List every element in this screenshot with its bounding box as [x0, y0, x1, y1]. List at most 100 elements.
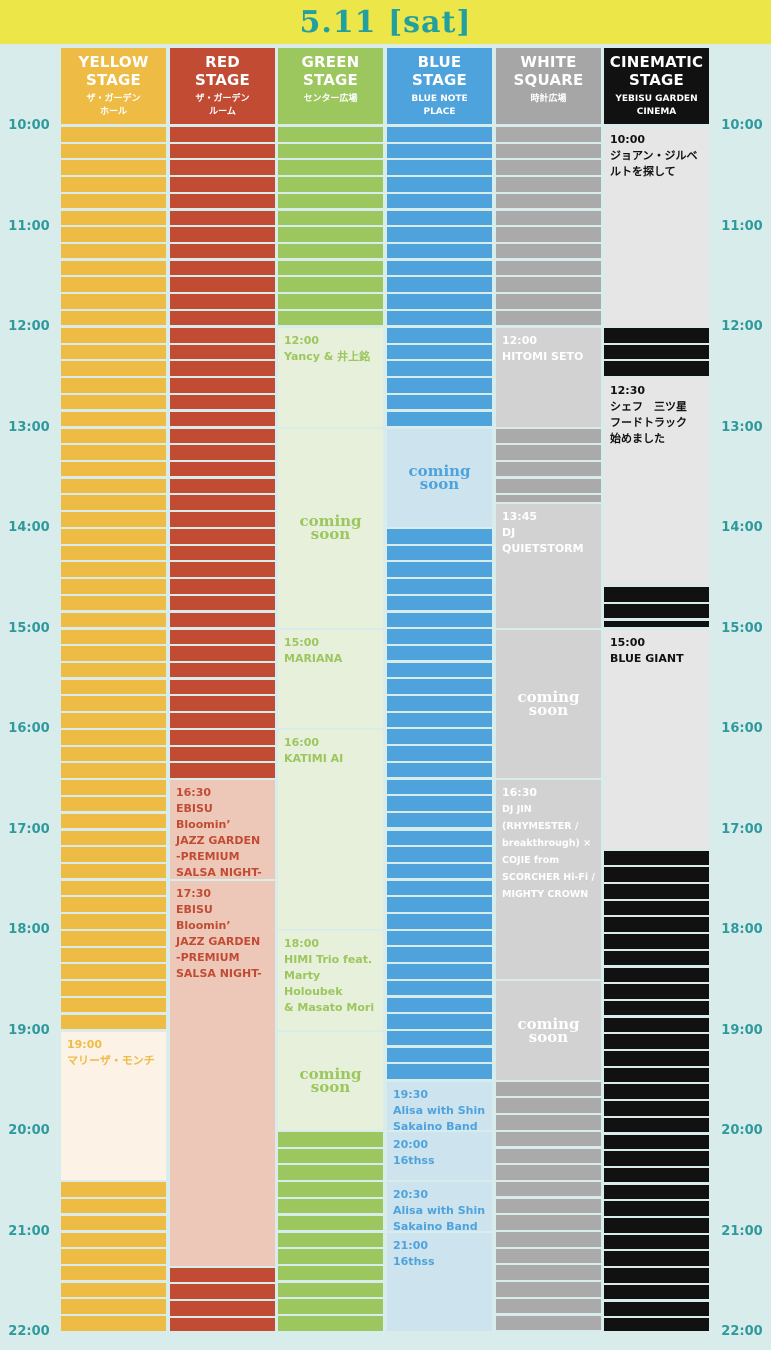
empty-slot-stripe: [61, 662, 166, 678]
empty-slot-stripe: [496, 277, 601, 292]
empty-slot-stripe: [387, 394, 492, 410]
empty-slot-stripe: [496, 1248, 601, 1264]
empty-slot-stripe: [278, 294, 383, 309]
empty-slot-stripe: [170, 160, 275, 175]
empty-slot-stripe: [387, 830, 492, 845]
program-block[interactable]: 17:30 EBISU Bloomin’ JAZZ GARDEN -PREMIUM…: [170, 880, 275, 1266]
empty-slot-stripe: [387, 1047, 492, 1063]
program-block[interactable]: 12:30 シェフ 三ツ星 フードトラック 始めました: [604, 378, 709, 586]
empty-slot-stripe: [61, 1182, 166, 1197]
empty-slot-stripe: [170, 763, 275, 778]
empty-slot-stripe: [61, 344, 166, 360]
empty-slot-stripe: [496, 445, 601, 460]
empty-slot-stripe: [170, 579, 275, 594]
empty-slot-stripe: [387, 160, 492, 175]
empty-slot-stripe: [61, 897, 166, 912]
empty-slot-stripe: [61, 629, 166, 644]
program-block[interactable]: 13:45 DJ QUIETSTORM: [496, 503, 601, 628]
program-time: 17:30: [176, 886, 212, 900]
empty-slot-stripe: [61, 529, 166, 544]
empty-slot-stripe: [604, 1117, 709, 1133]
empty-slot-stripe: [387, 645, 492, 661]
empty-slot-stripe: [61, 1014, 166, 1029]
time-label-left: 17:00: [8, 821, 50, 837]
empty-slot-stripe: [61, 545, 166, 561]
coming-soon-block: coming soon: [278, 428, 383, 628]
program-block[interactable]: 12:00 Yancy & 井上銘: [278, 328, 383, 427]
empty-slot-stripe: [387, 629, 492, 644]
empty-slot-stripe: [278, 243, 383, 259]
time-label-right: 10:00: [721, 118, 763, 133]
time-label-right: 18:00: [721, 922, 763, 937]
stage-header-yellow: YELLOW STAGE ザ・ガーデン ホール: [61, 48, 166, 124]
program-block[interactable]: 15:00 BLUE GIANT: [604, 629, 709, 849]
empty-slot-stripe: [170, 243, 275, 259]
empty-slot-stripe: [387, 997, 492, 1012]
program-title: EBISU Bloomin’ JAZZ GARDEN -PREMIUM SALS…: [176, 902, 262, 980]
program-block[interactable]: 21:00 16thss: [387, 1232, 492, 1331]
program-block[interactable]: 16:30 EBISU Bloomin’ JAZZ GARDEN -PREMIUM…: [170, 780, 275, 879]
empty-slot-stripe: [496, 294, 601, 309]
coming-soon-block: coming soon: [278, 1031, 383, 1130]
empty-slot-stripe: [61, 310, 166, 326]
coming-soon-label: coming soon: [299, 1064, 362, 1096]
empty-slot-stripe: [61, 1299, 166, 1314]
empty-slot-stripe: [278, 193, 383, 209]
empty-slot-stripe: [170, 445, 275, 460]
stage-header-cinematic: CINEMATIC STAGE YEBISU GARDEN CINEMA: [604, 48, 709, 124]
program-block[interactable]: 19:30 Alisa with Shin Sakaino Band: [387, 1081, 492, 1130]
empty-slot-stripe: [604, 1017, 709, 1033]
empty-slot-stripe: [604, 867, 709, 882]
empty-slot-stripe: [278, 260, 383, 276]
program-block[interactable]: 15:00 MARIANA: [278, 629, 383, 728]
program-block[interactable]: 10:00 ジョアン・ジルベ ルトを探して: [604, 127, 709, 326]
empty-slot-stripe: [387, 177, 492, 192]
program-block[interactable]: 20:30 Alisa with Shin Sakaino Band: [387, 1182, 492, 1231]
program-block[interactable]: 19:00 マリーザ・モンチ: [61, 1031, 166, 1181]
program-block[interactable]: 18:00 HIMI Trio feat. Marty Holoubek & Ma…: [278, 931, 383, 1030]
empty-slot-stripe: [387, 964, 492, 979]
empty-slot-stripe: [387, 143, 492, 159]
empty-slot-stripe: [387, 227, 492, 242]
program-title: MARIANA: [284, 651, 343, 665]
stage-name: GREEN STAGE: [301, 53, 360, 89]
empty-slot-stripe: [61, 512, 166, 527]
program-title: HITOMI SETO: [502, 350, 584, 363]
empty-slot-stripe: [604, 1034, 709, 1049]
stage-header-red: RED STAGE ザ・ガーデン ルーム: [170, 48, 275, 124]
empty-slot-stripe: [170, 495, 275, 510]
program-time: 16:30: [502, 786, 538, 800]
empty-slot-stripe: [170, 227, 275, 242]
program-block[interactable]: 16:00 KATIMI AI: [278, 730, 383, 929]
empty-slot-stripe: [170, 428, 275, 443]
stage-header-white: WHITE SQUARE 時計広場: [496, 48, 601, 124]
program-block[interactable]: 16:30 DJ JIN (RHYMESTER / breakthrough) ×…: [496, 780, 601, 980]
empty-slot-stripe: [61, 277, 166, 292]
empty-slot-stripe: [170, 696, 275, 711]
empty-slot-stripe: [278, 277, 383, 292]
empty-slot-stripe: [387, 361, 492, 376]
empty-slot-stripe: [61, 863, 166, 879]
empty-slot-stripe: [61, 127, 166, 142]
program-title: Yancy & 井上銘: [284, 350, 371, 363]
empty-slot-stripe: [496, 1315, 601, 1331]
empty-slot-stripe: [61, 1232, 166, 1247]
empty-slot-stripe: [170, 127, 275, 142]
program-block[interactable]: 20:00 16thss: [387, 1132, 492, 1181]
time-label-right: 15:00: [721, 620, 763, 636]
stage-name: BLUE STAGE: [411, 53, 468, 89]
empty-slot-stripe: [61, 562, 166, 577]
program-block[interactable]: 12:00 HITOMI SETO: [496, 328, 601, 427]
empty-slot-stripe: [387, 796, 492, 811]
empty-slot-stripe: [170, 713, 275, 728]
empty-slot-stripe: [604, 934, 709, 949]
empty-slot-stripe: [278, 227, 383, 242]
empty-slot-stripe: [170, 260, 275, 276]
time-label-left: 19:00: [8, 1022, 50, 1038]
empty-slot-stripe: [61, 847, 166, 862]
empty-slot-stripe: [387, 210, 492, 225]
empty-slot-stripe: [61, 294, 166, 309]
empty-slot-stripe: [278, 1132, 383, 1147]
time-label-left: 22:00: [8, 1324, 50, 1339]
empty-slot-stripe: [604, 884, 709, 899]
